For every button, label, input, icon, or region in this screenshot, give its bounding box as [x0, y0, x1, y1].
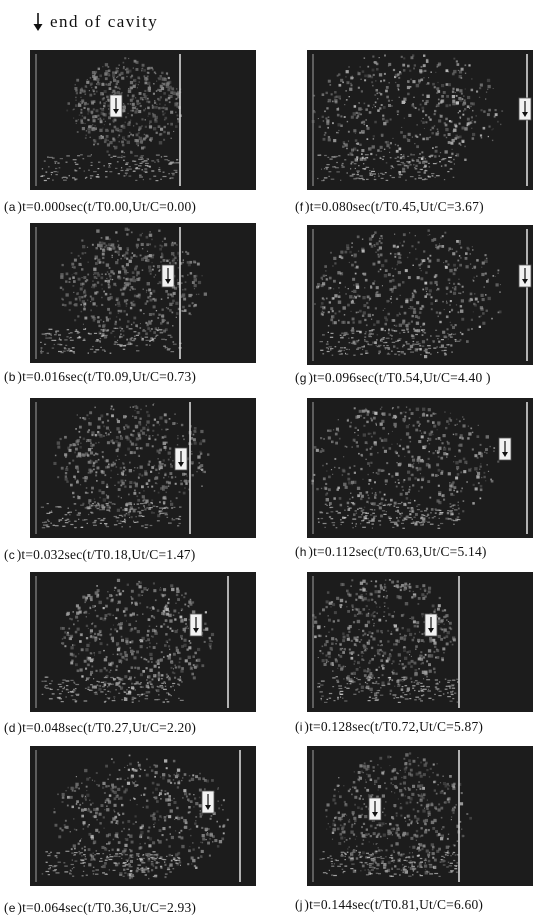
photo-background — [30, 746, 256, 886]
photo-frame-b — [30, 223, 256, 363]
caption-j: (j)t=0.144sec(t/T0.81,Ut/C=6.60) — [295, 897, 484, 912]
end-marker-icon — [201, 790, 215, 814]
bottom-noise-band — [40, 502, 182, 529]
caption-label: e — [8, 901, 18, 915]
cavity-cloud — [311, 406, 500, 527]
caption-i: (i)t=0.128sec(t/T0.72,Ut/C=5.87) — [295, 719, 484, 734]
caption-text: t=0.016sec(t/T0.09,Ut/C=0.73) — [22, 369, 197, 384]
caption-g: (g)t=0.096sec(t/T0.54,Ut/C=4.40 ) — [295, 370, 491, 385]
caption-label: c — [8, 548, 17, 562]
caption-text: t=0.112sec(t/T0.63,Ut/C=5.14) — [313, 544, 487, 559]
caption-c: (c)t=0.032sec(t/T0.18,Ut/C=1.47) — [4, 547, 196, 562]
bottom-noise-band — [40, 327, 182, 354]
caption-label: j — [299, 898, 305, 912]
caption-label: d — [8, 721, 18, 735]
caption-label: i — [299, 720, 305, 734]
photo-frame-i — [307, 572, 533, 712]
end-marker-icon — [518, 97, 532, 121]
photo-frame-d — [30, 572, 256, 712]
caption-text: t=0.144sec(t/T0.81,Ut/C=6.60) — [309, 897, 484, 912]
caption-d: (d)t=0.048sec(t/T0.27,Ut/C=2.20) — [4, 720, 197, 735]
bottom-noise-band — [41, 850, 181, 878]
legend-text: end of cavity — [50, 12, 159, 31]
photo-frame-c — [30, 398, 256, 538]
cavity-cloud — [53, 754, 229, 880]
photo-frame-f — [307, 50, 533, 190]
cavity-photo-i — [307, 572, 533, 712]
cavity-cloud — [311, 54, 504, 174]
cavity-photo-j — [307, 746, 533, 886]
down-arrow-icon — [33, 13, 43, 31]
caption-label: h — [299, 545, 309, 559]
end-marker-icon — [161, 264, 175, 288]
cavity-photo-h — [307, 398, 533, 538]
caption-text: t=0.096sec(t/T0.54,Ut/C=4.40 — [313, 370, 483, 385]
photo-frame-e — [30, 746, 256, 886]
caption-label: f — [299, 200, 306, 214]
bottom-noise-band — [319, 329, 461, 356]
caption-a: (a)t=0.000sec(t/T0.00,Ut/C=0.00) — [4, 199, 197, 214]
caption-label: g — [299, 371, 309, 385]
bottom-noise-band — [319, 850, 460, 877]
legend: end of cavity — [32, 12, 158, 32]
cavity-photo-f — [307, 50, 533, 190]
cavity-cloud — [59, 227, 207, 346]
bottom-noise-band — [317, 154, 457, 182]
caption-text: t=0.064sec(t/T0.36,Ut/C=2.93) — [22, 900, 197, 915]
photo-background — [307, 225, 533, 365]
bottom-noise-band — [317, 676, 459, 703]
caption-text: t=0.048sec(t/T0.27,Ut/C=2.20) — [22, 720, 197, 735]
photo-frame-j — [307, 746, 533, 886]
caption-close: ) — [486, 370, 491, 385]
caption-f: (f)t=0.080sec(t/T0.45,Ut/C=3.67) — [295, 199, 484, 214]
photo-frame-a — [30, 50, 256, 190]
cavity-cloud — [60, 578, 215, 701]
caption-text: t=0.080sec(t/T0.45,Ut/C=3.67) — [309, 199, 484, 214]
cavity-cloud — [312, 579, 456, 696]
caption-h: (h)t=0.112sec(t/T0.63,Ut/C=5.14) — [295, 544, 487, 559]
end-marker-icon — [189, 613, 203, 637]
caption-text: t=0.000sec(t/T0.00,Ut/C=0.00) — [22, 199, 197, 214]
photo-frame-h — [307, 398, 533, 538]
caption-text: t=0.128sec(t/T0.72,Ut/C=5.87) — [309, 719, 484, 734]
caption-e: (e)t=0.064sec(t/T0.36,Ut/C=2.93) — [4, 900, 197, 915]
bottom-noise-band — [41, 676, 184, 703]
bottom-noise-band — [40, 154, 180, 182]
caption-label: b — [8, 370, 18, 384]
caption-b: (b)t=0.016sec(t/T0.09,Ut/C=0.73) — [4, 369, 197, 384]
caption-text: t=0.032sec(t/T0.18,Ut/C=1.47) — [21, 547, 196, 562]
bottom-noise-band — [317, 502, 461, 529]
end-marker-icon — [368, 797, 382, 821]
cavity-photo-g — [307, 225, 533, 365]
cavity-photo-e — [30, 746, 256, 886]
cavity-cloud — [66, 57, 182, 154]
end-marker-icon — [424, 613, 438, 637]
caption-label: a — [8, 200, 18, 214]
end-marker-icon — [109, 94, 123, 118]
cavity-photo-d — [30, 572, 256, 712]
end-marker-icon — [174, 447, 188, 471]
photo-frame-g — [307, 225, 533, 365]
cavity-photo-c — [30, 398, 256, 538]
cavity-photo-a — [30, 50, 256, 190]
end-marker-icon — [518, 264, 532, 288]
end-marker-icon — [498, 437, 512, 461]
cavity-photo-b — [30, 223, 256, 363]
